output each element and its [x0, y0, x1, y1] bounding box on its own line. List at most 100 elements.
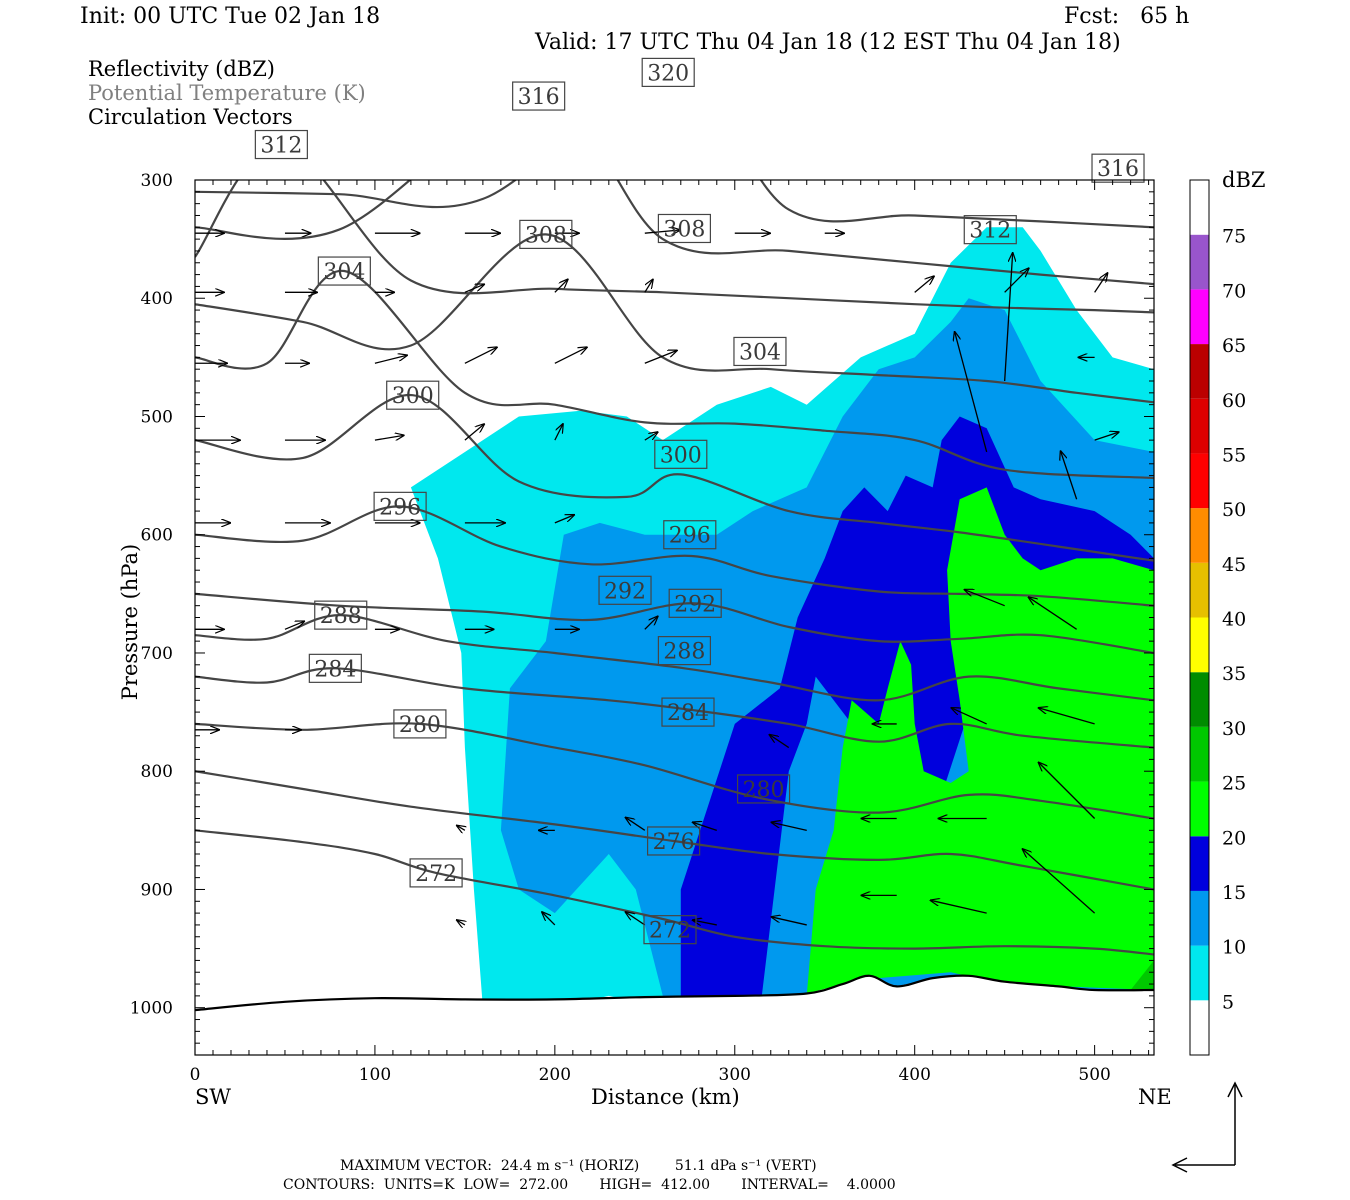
theta-contour-label: 304	[733, 336, 787, 367]
theta-contour-320	[195, 180, 1154, 229]
circulation-vector	[1004, 253, 1013, 382]
x-end-left-label: SW	[195, 1085, 231, 1109]
theta-contour-label: 308	[657, 213, 711, 244]
theta-label-text: 280	[399, 713, 441, 738]
reflectivity-region-20dbz	[806, 487, 1154, 996]
theta-label-text: 280	[743, 778, 785, 803]
theta-label-box	[512, 81, 566, 111]
theta-label-box	[643, 915, 697, 945]
colorbar-swatch	[1190, 726, 1209, 782]
theta-contour-308	[195, 233, 1154, 404]
theta-contour-316	[195, 180, 1154, 286]
y-tick-label: 700	[141, 644, 173, 664]
theta-label-text: 272	[649, 919, 691, 944]
circulation-vector	[644, 350, 677, 364]
colorbar-level-label: 40	[1222, 609, 1246, 631]
colorbar-level-label: 25	[1222, 773, 1246, 795]
y-tick-label: 500	[141, 407, 173, 427]
colorbar-swatch	[1190, 562, 1209, 618]
colorbar-swatch	[1190, 180, 1209, 235]
colorbar-swatch	[1190, 453, 1209, 509]
circulation-vector	[626, 912, 646, 926]
circulation-vector	[626, 818, 646, 831]
circulation-vector	[770, 735, 790, 749]
theta-label-box	[1091, 153, 1145, 183]
theta-contour-312	[195, 180, 1154, 314]
colorbar-swatch	[1190, 617, 1209, 673]
theta-label-box	[657, 213, 711, 244]
colorbar-level-label: 15	[1222, 882, 1246, 904]
theta-contour-label: 308	[519, 219, 573, 249]
circulation-vector	[965, 590, 1005, 607]
theta-contour-296	[195, 505, 1154, 607]
forecast-hour: Fcst: 65 h	[1064, 4, 1190, 29]
colorbar-level-label: 60	[1222, 390, 1246, 412]
theta-label-box	[393, 709, 447, 739]
reflectivity-region-25dbz	[1130, 960, 1154, 990]
theta-label-box	[409, 858, 463, 888]
circulation-vector	[955, 332, 988, 453]
circulation-vector	[644, 617, 658, 630]
circulation-vector	[457, 826, 465, 831]
x-tick-label: 300	[719, 1065, 751, 1085]
theta-label-box	[963, 215, 1017, 245]
surface-pressure-line	[195, 974, 1154, 1012]
theta-label-box	[733, 336, 787, 367]
theta-label-box	[647, 826, 701, 856]
circulation-vector	[1094, 273, 1108, 293]
theta-label-text: 284	[667, 701, 709, 726]
theta-label-box	[314, 600, 368, 630]
theta-label-text: 304	[323, 260, 365, 285]
circulation-vector	[931, 900, 987, 914]
theta-label-text: 300	[392, 384, 434, 409]
valid-time: Valid: 17 UTC Thu 04 Jan 18 (12 EST Thu …	[535, 30, 1121, 55]
theta-label-box	[657, 636, 711, 666]
theta-contour-label: 288	[657, 636, 711, 666]
colorbar-level-label: 35	[1222, 663, 1246, 685]
theta-label-text: 292	[604, 579, 646, 604]
circulation-vector	[1023, 849, 1096, 914]
circulation-vector	[772, 822, 807, 831]
field-label-vectors: Circulation Vectors	[88, 105, 293, 129]
colorbar-swatch	[1190, 344, 1209, 399]
circulation-vector	[464, 347, 497, 364]
circulation-vector	[1039, 708, 1095, 725]
y-tick-label: 600	[141, 526, 173, 546]
theta-label-box	[736, 774, 791, 804]
max-vector-note: MAXIMUM VECTOR: 24.4 m s⁻¹ (HORIZ) 51.1 …	[340, 1158, 817, 1174]
circulation-vector	[1029, 597, 1077, 630]
theta-label-text: 284	[314, 657, 356, 682]
theta-contour-label: 280	[393, 709, 447, 739]
theta-contour-288	[195, 613, 1154, 702]
theta-contour-label: 312	[254, 129, 308, 160]
colorbar-swatch	[1190, 836, 1209, 891]
circulation-vector	[374, 435, 404, 441]
reflectivity-region-15dbz	[680, 416, 1154, 996]
field-label-theta: Potential Temperature (K)	[88, 81, 366, 105]
circulation-vector	[554, 347, 587, 364]
circulation-vector	[374, 355, 407, 364]
theta-label-box	[519, 219, 573, 249]
y-tick-label: 400	[141, 289, 173, 309]
colorbar-level-label: 30	[1222, 718, 1246, 740]
x-tick-label: 200	[539, 1065, 571, 1085]
theta-label-text: 296	[379, 495, 421, 520]
field-label-reflectivity: Reflectivity (dBZ)	[88, 57, 276, 81]
circulation-vector	[644, 432, 658, 441]
theta-label-text: 276	[653, 830, 695, 855]
theta-contour-284	[195, 667, 1154, 749]
theta-label-box	[254, 129, 308, 160]
theta-contour-label: 312	[963, 215, 1017, 245]
circulation-vector	[951, 708, 987, 725]
circulation-vector	[554, 280, 568, 293]
theta-contour-label: 292	[668, 588, 722, 618]
circulation-vector	[457, 920, 465, 925]
theta-contour-300	[195, 394, 1154, 562]
theta-label-box	[373, 491, 427, 521]
init-time: Init: 00 UTC Tue 02 Jan 18	[80, 4, 381, 29]
colorbar-swatch	[1190, 890, 1209, 946]
y-tick-label: 800	[141, 762, 173, 782]
colorbar-level-label: 5	[1222, 991, 1234, 1013]
theta-contour-label: 316	[512, 81, 566, 111]
colorbar-swatch	[1190, 234, 1209, 290]
